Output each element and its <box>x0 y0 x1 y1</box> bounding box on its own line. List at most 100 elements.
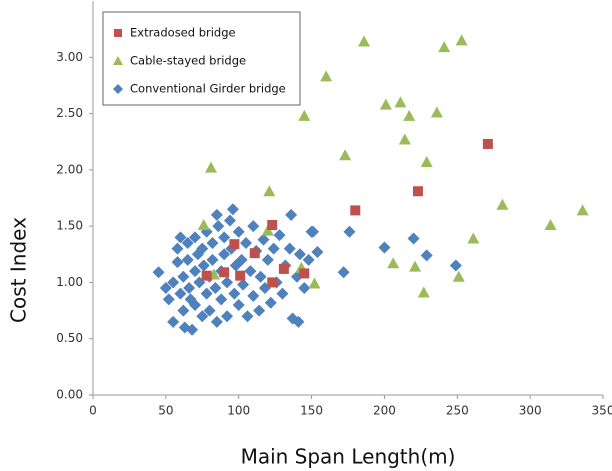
point <box>174 231 187 244</box>
point <box>576 204 589 216</box>
point <box>203 304 216 317</box>
x-tick-label: 50 <box>158 404 173 418</box>
point <box>379 98 392 110</box>
point <box>221 310 234 323</box>
point <box>229 239 240 250</box>
point <box>302 253 315 266</box>
legend-label: Extradosed bridge <box>130 26 236 40</box>
point <box>196 310 209 323</box>
y-tick-label: 0.50 <box>56 331 83 345</box>
point <box>276 287 289 300</box>
x-tick-label: 200 <box>373 404 396 418</box>
y-tick-label: 1.00 <box>56 275 83 289</box>
point <box>186 323 199 336</box>
point <box>247 289 260 302</box>
point <box>162 293 175 306</box>
x-tick-label: 150 <box>300 404 323 418</box>
point <box>197 219 210 231</box>
point <box>171 256 184 269</box>
point <box>226 203 239 216</box>
point <box>196 242 209 255</box>
point <box>210 315 223 328</box>
point <box>210 208 223 221</box>
point <box>261 253 274 266</box>
point <box>183 282 196 295</box>
point <box>394 96 407 108</box>
point <box>197 259 210 272</box>
point <box>430 106 443 118</box>
point <box>320 70 333 82</box>
point <box>264 296 277 309</box>
point <box>212 220 225 233</box>
point <box>337 266 350 279</box>
point <box>152 266 165 279</box>
point <box>221 276 234 289</box>
point <box>292 315 305 328</box>
point <box>177 304 190 317</box>
point <box>403 109 416 121</box>
point <box>273 229 286 242</box>
point <box>167 276 180 289</box>
point <box>438 41 451 53</box>
point <box>235 253 248 266</box>
point <box>223 214 236 227</box>
point <box>452 270 465 282</box>
point <box>206 253 219 266</box>
point <box>496 198 509 210</box>
y-tick-label: 2.00 <box>56 162 83 176</box>
y-tick-label: 1.50 <box>56 219 83 233</box>
x-tick-label: 100 <box>227 404 250 418</box>
legend-marker <box>113 84 123 94</box>
point <box>278 263 289 274</box>
point <box>189 231 201 244</box>
point <box>420 155 433 167</box>
y-tick-label: 0.00 <box>56 388 83 402</box>
point <box>189 298 201 311</box>
point <box>247 220 260 233</box>
point <box>283 242 296 255</box>
point <box>378 241 391 254</box>
point <box>387 257 400 269</box>
point <box>307 225 320 238</box>
y-axis-title: Cost Index <box>7 217 31 323</box>
point <box>298 282 311 295</box>
point <box>232 225 245 238</box>
point <box>267 220 278 231</box>
point <box>311 246 324 259</box>
point <box>358 35 371 47</box>
point <box>206 237 219 250</box>
point <box>205 161 218 173</box>
point <box>257 233 270 246</box>
legend-label: Cable-stayed bridge <box>130 54 246 68</box>
point <box>237 278 250 291</box>
point <box>181 237 194 250</box>
point <box>167 315 180 328</box>
point <box>299 268 310 279</box>
point <box>293 248 306 261</box>
point <box>209 282 222 295</box>
point <box>267 242 280 255</box>
legend-box <box>102 11 301 106</box>
point <box>159 282 172 295</box>
point <box>412 186 423 197</box>
point <box>261 224 274 236</box>
point <box>482 138 493 149</box>
point <box>343 225 356 238</box>
point <box>263 185 276 197</box>
point <box>544 219 557 231</box>
point <box>232 298 245 311</box>
y-tick-label: 3.00 <box>56 50 83 64</box>
point <box>181 253 194 266</box>
point <box>467 232 480 244</box>
point <box>228 287 241 300</box>
point <box>254 270 267 283</box>
x-tick-label: 350 <box>592 404 612 418</box>
point <box>308 277 321 289</box>
y-tick-label: 2.50 <box>56 106 83 120</box>
point <box>350 205 361 216</box>
point <box>235 270 246 281</box>
x-tick-label: 300 <box>519 404 542 418</box>
point <box>240 237 252 250</box>
point <box>407 232 420 245</box>
